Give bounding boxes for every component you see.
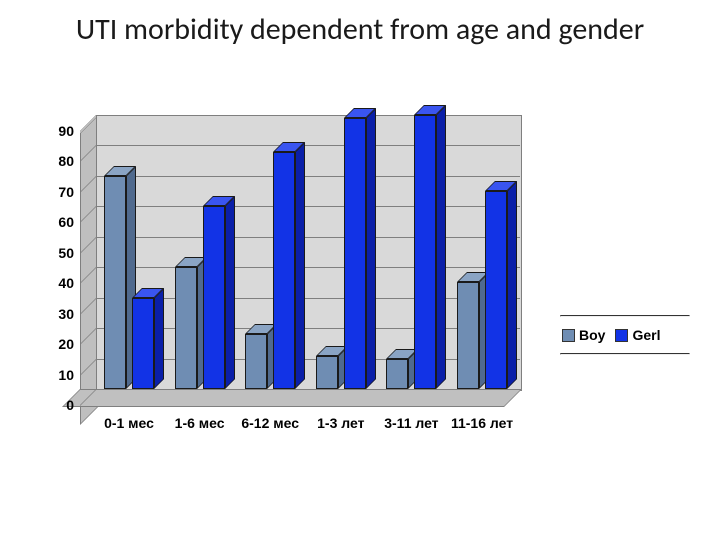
y-tick-label: 50 [40,245,74,261]
bar-gerl [414,115,436,389]
x-category-label: 3-11 лет [376,415,446,431]
y-tick-label: 10 [40,367,74,383]
bar-boy [245,334,267,389]
bar-gerl [344,118,366,389]
y-tick-label: 60 [40,214,74,230]
gridline [96,115,520,116]
bar-boy [316,356,338,389]
legend-divider-bottom [560,353,690,355]
plot-area [80,115,520,405]
x-category-label: 0-1 мес [94,415,164,431]
y-tick-label: 30 [40,306,74,322]
legend-label-gerl: Gerl [632,327,660,343]
bar-gerl [485,191,507,389]
y-tick-label: 20 [40,336,74,352]
legend: Boy Gerl [560,315,690,355]
y-tick-label: 0 [40,397,74,413]
y-tick-label: 40 [40,275,74,291]
slide-title: UTI morbidity dependent from age and gen… [0,12,720,48]
x-category-label: 6-12 мес [235,415,305,431]
x-category-label: 11-16 лет [447,415,517,431]
gridline [96,176,520,177]
legend-item-boy: Boy [562,327,605,343]
y-tick-label: 80 [40,153,74,169]
gridline [96,145,520,146]
legend-label-boy: Boy [579,327,605,343]
gridline [96,267,520,268]
y-tick-label: 90 [40,123,74,139]
legend-item-gerl: Gerl [615,327,660,343]
bar-boy [104,176,126,389]
uti-chart: 0 10 20 30 40 50 60 70 80 90 0-1 мес1-6 мес6-12 м… [30,105,690,495]
gridline [96,237,520,238]
gridline [96,206,520,207]
bar-gerl [132,298,154,389]
x-category-label: 1-3 лет [306,415,376,431]
legend-swatch-boy [562,329,575,342]
bar-boy [386,359,408,389]
bar-gerl [273,152,295,389]
slide: UTI morbidity dependent from age and gen… [0,0,720,540]
gridline [96,389,520,390]
legend-swatch-gerl [615,329,628,342]
x-category-label: 1-6 мес [165,415,235,431]
y-tick-label: 70 [40,184,74,200]
chart-floor [62,389,522,407]
bar-boy [457,282,479,389]
bar-gerl [203,206,225,389]
bar-boy [175,267,197,389]
